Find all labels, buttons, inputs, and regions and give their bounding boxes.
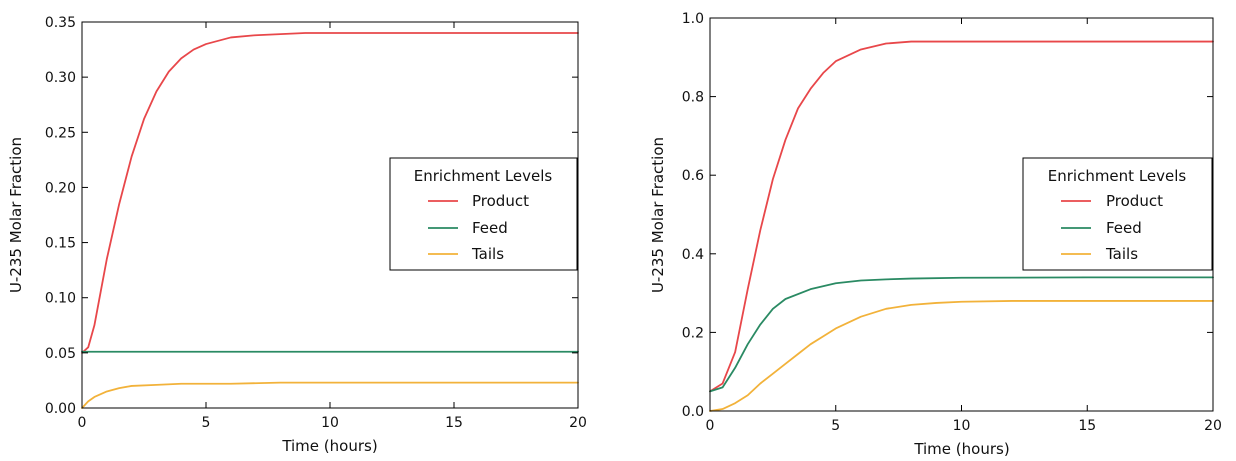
y-tick-label: 0.30	[45, 70, 76, 86]
y-tick-label: 0.20	[45, 180, 76, 196]
legend-entry-tails: Tails	[471, 245, 504, 263]
legend-entry-tails: Tails	[1105, 245, 1138, 263]
y-tick-label: 0.10	[45, 291, 76, 307]
y-tick-label: 0.2	[682, 325, 704, 341]
legend-box	[389, 157, 578, 271]
x-tick-label: 5	[202, 415, 211, 431]
series-line-tails	[709, 300, 1214, 412]
legend-box	[1022, 157, 1213, 271]
legend-title: Enrichment Levels	[1048, 167, 1187, 185]
x-axis-label: Time (hours)	[281, 437, 377, 455]
y-axis-label: U-235 Molar Fraction	[7, 137, 25, 293]
x-tick-label: 15	[1078, 418, 1096, 434]
y-tick-label: 0.25	[45, 125, 76, 141]
legend-title: Enrichment Levels	[414, 167, 553, 185]
x-tick-label: 20	[569, 415, 587, 431]
y-axis-label: U-235 Molar Fraction	[649, 137, 667, 293]
y-tick-label: 1.0	[682, 11, 704, 27]
x-tick-label: 10	[321, 415, 339, 431]
chart-right: 0 5 10 15 20 0.0 0.2 0.4 0.6 0.8 1.0 Time (hours)…	[649, 11, 1222, 458]
legend: Enrichment Levels Product Feed Tails	[1022, 157, 1213, 271]
x-axis-label: Time (hours)	[913, 440, 1009, 458]
y-tick-label: 0.05	[45, 346, 76, 362]
y-tick-label: 0.6	[682, 168, 704, 184]
x-tick-label: 0	[78, 415, 87, 431]
legend: Enrichment Levels Product Feed Tails	[389, 157, 578, 271]
y-tick-label: 0.35	[45, 15, 76, 31]
series-line-product	[709, 40, 1214, 393]
legend-entry-feed: Feed	[1106, 219, 1142, 237]
chart-left: 0 5 10 15 20 0.00 0.05 0.10 0.15 0.20 0.25 0.30 0.3…	[7, 15, 587, 455]
y-tick-label: 0.00	[45, 401, 76, 417]
series-line-tails	[81, 381, 579, 409]
series-line-product	[81, 32, 579, 354]
legend-entry-product: Product	[472, 192, 529, 210]
legend-entry-feed: Feed	[472, 219, 508, 237]
x-tick-label: 15	[445, 415, 463, 431]
x-tick-label: 10	[953, 418, 971, 434]
x-tick-label: 20	[1204, 418, 1222, 434]
y-tick-label: 0.8	[682, 90, 704, 106]
x-tick-label: 0	[706, 418, 715, 434]
y-tick-label: 0.0	[682, 404, 704, 420]
y-tick-label: 0.15	[45, 236, 76, 252]
legend-entry-product: Product	[1106, 192, 1163, 210]
x-tick-label: 5	[831, 418, 840, 434]
series-line-feed	[709, 276, 1214, 393]
y-tick-label: 0.4	[682, 247, 704, 263]
